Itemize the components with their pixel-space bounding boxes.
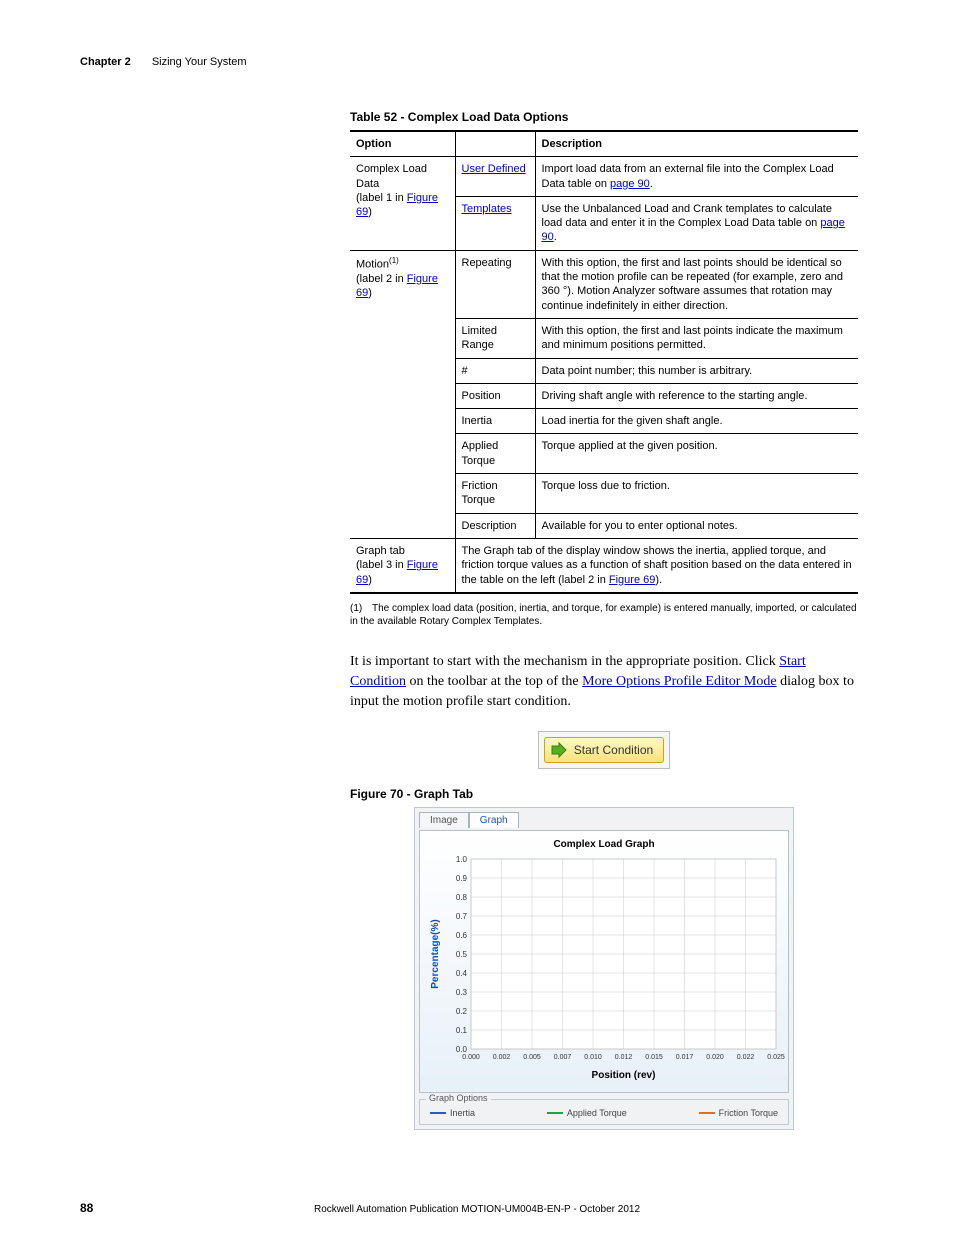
th-desc: Description	[535, 131, 858, 157]
svg-text:0.000: 0.000	[462, 1054, 480, 1061]
cell-motion-desc-1: With this option, the first and last poi…	[535, 318, 858, 358]
table-title: Table 52 - Complex Load Data Options	[350, 110, 858, 124]
cell-motion-desc-2: Data point number; this number is arbitr…	[535, 358, 858, 383]
svg-text:0.3: 0.3	[456, 988, 468, 997]
cell-motion-opt-3: Position	[455, 383, 535, 408]
svg-text:0.002: 0.002	[493, 1054, 511, 1061]
legend-item: Friction Torque	[699, 1108, 778, 1118]
svg-text:Percentage(%): Percentage(%)	[430, 919, 441, 988]
cell-motion-desc-5: Torque applied at the given position.	[535, 434, 858, 474]
start-condition-button-frame: Start Condition	[538, 731, 670, 769]
cell-motion-opt-1: Limited Range	[455, 318, 535, 358]
svg-text:0.6: 0.6	[456, 931, 468, 940]
cell-motion-opt-2: #	[455, 358, 535, 383]
page-number: 88	[80, 1201, 93, 1215]
cell-motion-desc-0: With this option, the first and last poi…	[535, 250, 858, 318]
cell-motion-opt-4: Inertia	[455, 409, 535, 434]
graph-tabs: ImageGraph	[419, 812, 789, 828]
legend-label: Applied Torque	[567, 1108, 627, 1118]
svg-text:0.020: 0.020	[706, 1054, 724, 1061]
tab-graph[interactable]: Graph	[469, 812, 519, 828]
svg-text:0.025: 0.025	[767, 1054, 785, 1061]
svg-text:0.010: 0.010	[584, 1054, 602, 1061]
link-more-options[interactable]: More Options Profile Editor Mode	[582, 674, 776, 689]
cell-user-defined: User Defined	[455, 157, 535, 197]
cell-graph-tab: Graph tab (label 3 in Figure 69)	[350, 538, 455, 592]
graph-panel: ImageGraph Complex Load Graph 0.00.10.20…	[414, 807, 794, 1130]
svg-text:0.012: 0.012	[615, 1054, 633, 1061]
cell-motion-opt-5: Applied Torque	[455, 434, 535, 474]
cell-motion: Motion(1) (label 2 in Figure 69)	[350, 250, 455, 538]
legend-swatch	[699, 1112, 715, 1114]
th-option: Option	[350, 131, 455, 157]
svg-text:Position (rev): Position (rev)	[592, 1070, 656, 1081]
tab-image[interactable]: Image	[419, 812, 469, 828]
figure-title: Figure 70 - Graph Tab	[350, 787, 858, 801]
link-page90-1[interactable]: page 90	[610, 178, 650, 190]
svg-text:0.007: 0.007	[554, 1054, 572, 1061]
cell-user-defined-desc: Import load data from an external file i…	[535, 157, 858, 197]
cell-motion-desc-3: Driving shaft angle with reference to th…	[535, 383, 858, 408]
chart-title: Complex Load Graph	[426, 839, 782, 850]
legend-swatch	[430, 1112, 446, 1114]
svg-text:0.7: 0.7	[456, 912, 468, 921]
svg-text:0.017: 0.017	[676, 1054, 694, 1061]
cell-motion-desc-7: Available for you to enter optional note…	[535, 513, 858, 538]
svg-text:1.0: 1.0	[456, 855, 468, 864]
start-condition-label: Start Condition	[574, 743, 653, 757]
svg-text:0.0: 0.0	[456, 1045, 468, 1054]
chapter-title: Sizing Your System	[152, 56, 247, 68]
svg-text:0.5: 0.5	[456, 950, 468, 959]
cell-motion-opt-0: Repeating	[455, 250, 535, 318]
svg-text:0.015: 0.015	[645, 1054, 663, 1061]
chapter-label: Chapter 2	[80, 56, 131, 68]
cell-motion-desc-6: Torque loss due to friction.	[535, 474, 858, 514]
table-footnote: (1)The complex load data (position, iner…	[350, 602, 858, 628]
svg-text:0.1: 0.1	[456, 1026, 468, 1035]
legend-item: Applied Torque	[547, 1108, 627, 1118]
link-figure69-4[interactable]: Figure 69	[609, 574, 655, 586]
svg-text:0.022: 0.022	[737, 1054, 755, 1061]
options-table: Option Description Complex Load Data (la…	[350, 130, 858, 594]
legend-item: Inertia	[430, 1108, 475, 1118]
graph-options-label: Graph Options	[426, 1093, 491, 1103]
graph-options-box: Graph Options InertiaApplied TorqueFrict…	[419, 1099, 789, 1125]
start-condition-button[interactable]: Start Condition	[544, 737, 664, 763]
cell-motion-opt-6: Friction Torque	[455, 474, 535, 514]
cell-complex-load-data: Complex Load Data (label 1 in Figure 69)	[350, 157, 455, 250]
legend-swatch	[547, 1112, 563, 1114]
svg-text:0.9: 0.9	[456, 874, 468, 883]
publication-footer: Rockwell Automation Publication MOTION-U…	[314, 1204, 640, 1215]
svg-text:0.4: 0.4	[456, 969, 468, 978]
svg-text:0.2: 0.2	[456, 1007, 468, 1016]
chart-area: Complex Load Graph 0.0 0.1 0.2 0.3 0.4 0.5 0.6…	[419, 830, 789, 1093]
cell-motion-opt-7: Description	[455, 513, 535, 538]
svg-text:0.005: 0.005	[523, 1054, 541, 1061]
body-paragraph: It is important to start with the mechan…	[350, 652, 858, 713]
chart-svg: 0.0 0.1 0.2 0.3 0.4 0.5 0.6 0.7 0.8 0.9 1.0 0.000 0.…	[426, 854, 786, 1084]
cell-templates: Templates	[455, 196, 535, 250]
link-user-defined[interactable]: User Defined	[462, 163, 526, 175]
running-header: Chapter 2 Sizing Your System	[80, 56, 247, 68]
link-templates[interactable]: Templates	[462, 203, 512, 215]
arrow-right-icon	[550, 741, 568, 759]
svg-text:0.8: 0.8	[456, 893, 468, 902]
legend-label: Inertia	[450, 1108, 475, 1118]
legend-label: Friction Torque	[719, 1108, 778, 1118]
cell-templates-desc: Use the Unbalanced Load and Crank templa…	[535, 196, 858, 250]
cell-graph-tab-desc: The Graph tab of the display window show…	[455, 538, 858, 592]
cell-motion-desc-4: Load inertia for the given shaft angle.	[535, 409, 858, 434]
